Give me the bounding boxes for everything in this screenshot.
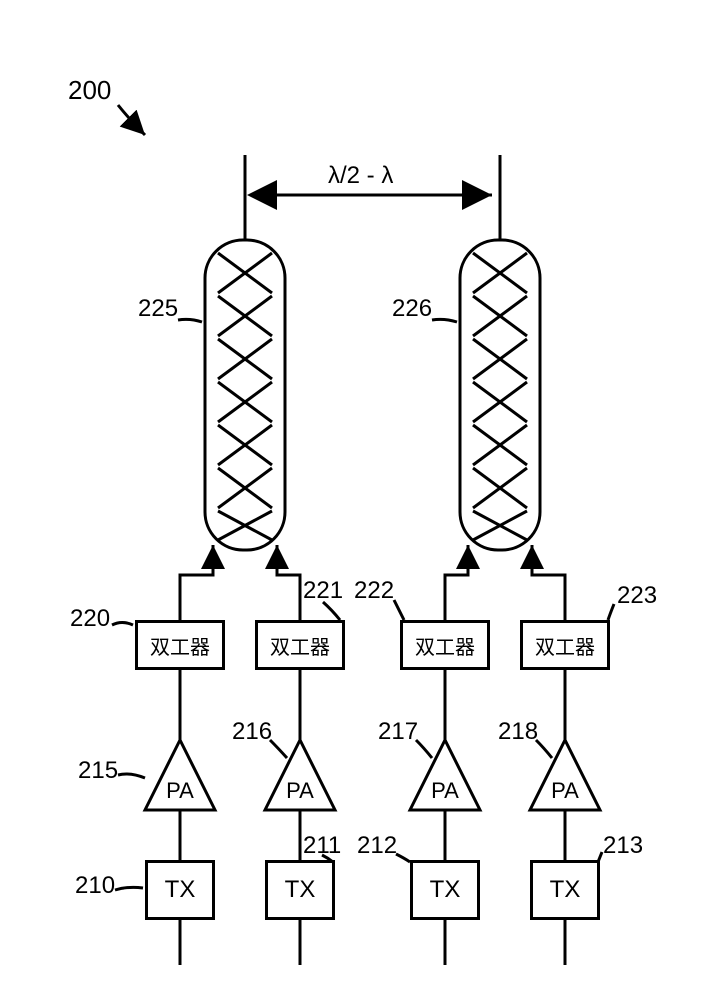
tx-211: TX xyxy=(265,860,335,920)
figure-number-text: 200 xyxy=(68,75,111,105)
figure-number: 200 xyxy=(68,75,111,106)
label-222: 222 xyxy=(354,577,394,605)
label-211: 211 xyxy=(303,832,341,860)
tx-212: TX xyxy=(410,860,480,920)
duplexer-221: 双工器 xyxy=(255,620,345,670)
dimension-label-text: λ/2 - λ xyxy=(328,162,393,189)
dimension-label: λ/2 - λ xyxy=(328,162,393,190)
duplexer-222-text: 双工器 xyxy=(415,631,475,660)
pa-216-text: PA xyxy=(286,778,314,803)
tx-210: TX xyxy=(145,860,215,920)
tx-211-text: TX xyxy=(285,876,316,904)
pa-218-text: PA xyxy=(551,778,579,803)
duplexer-220: 双工器 xyxy=(135,620,225,670)
tx-210-text: TX xyxy=(165,876,196,904)
pa-215-text: PA xyxy=(166,778,194,803)
tx-212-text: TX xyxy=(430,876,461,904)
label-213: 213 xyxy=(603,832,643,860)
label-225: 225 xyxy=(138,295,178,323)
label-216: 216 xyxy=(232,718,272,746)
label-218: 218 xyxy=(498,718,538,746)
label-223: 223 xyxy=(617,582,657,610)
label-221: 221 xyxy=(303,577,343,605)
duplexer-222: 双工器 xyxy=(400,620,490,670)
label-226: 226 xyxy=(392,295,432,323)
label-210: 210 xyxy=(75,872,115,900)
pa-217-text: PA xyxy=(431,778,459,803)
tx-213-text: TX xyxy=(550,876,581,904)
duplexer-220-text: 双工器 xyxy=(150,631,210,660)
duplexer-223-text: 双工器 xyxy=(535,631,595,660)
tx-213: TX xyxy=(530,860,600,920)
label-215: 215 xyxy=(78,757,118,785)
duplexer-221-text: 双工器 xyxy=(270,631,330,660)
label-212: 212 xyxy=(357,832,397,860)
label-220: 220 xyxy=(70,605,110,633)
label-217: 217 xyxy=(378,718,418,746)
duplexer-223: 双工器 xyxy=(520,620,610,670)
